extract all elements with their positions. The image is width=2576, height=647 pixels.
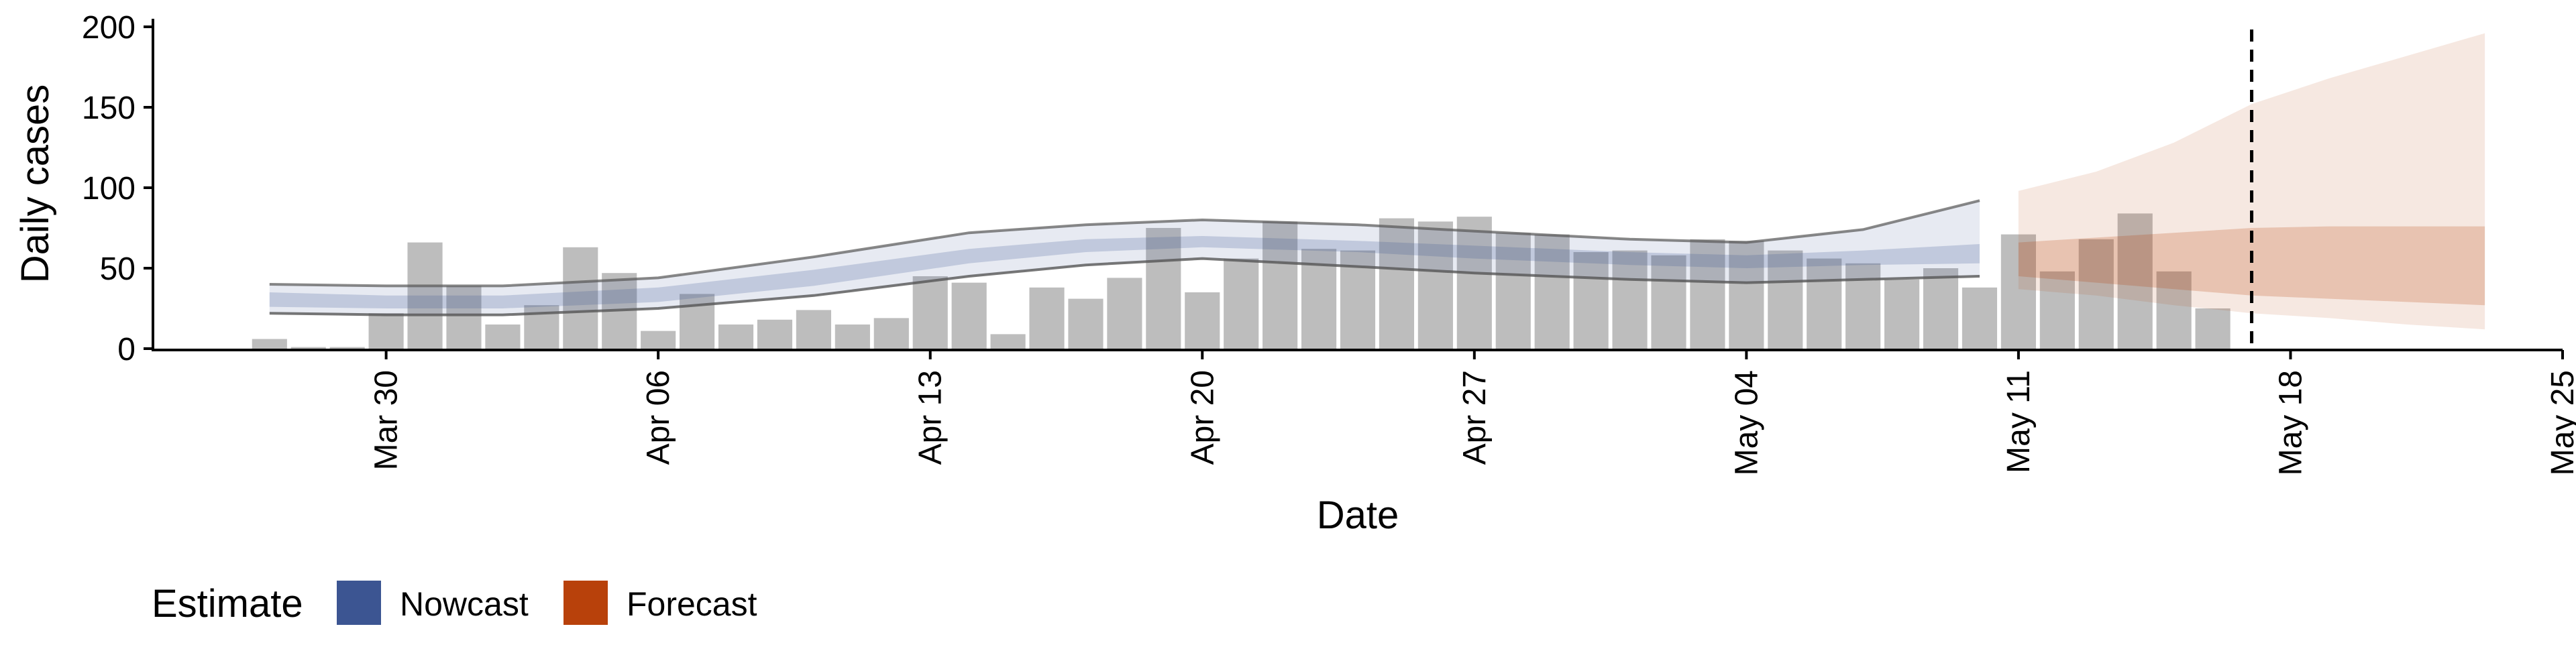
observed-bar	[485, 325, 521, 349]
observed-bar	[1729, 241, 1764, 349]
nowcast-outer-band	[269, 200, 1980, 315]
observed-bar	[757, 319, 793, 349]
observed-bar	[1263, 221, 1298, 349]
observed-bar	[1573, 252, 1609, 349]
observed-bar	[1768, 250, 1803, 349]
observed-bar	[252, 339, 287, 349]
estimate-ribbons	[269, 33, 2485, 330]
nowcast-legend-swatch	[337, 581, 381, 625]
x-tick-label: May 11	[2001, 370, 2037, 473]
observed-bar	[2195, 308, 2231, 349]
observed-bar	[641, 331, 676, 349]
observed-bar	[1224, 258, 1259, 349]
x-tick-label: Mar 30	[369, 370, 405, 470]
observed-bar	[718, 325, 754, 349]
x-tick-label: Apr 13	[913, 370, 949, 465]
observed-bar	[1651, 255, 1686, 349]
observed-bar	[1495, 233, 1531, 349]
observed-bar	[2078, 239, 2114, 349]
legend: Estimate Nowcast Forecast	[152, 581, 757, 626]
observed-bar	[1417, 221, 1453, 349]
nowcast-inner-band	[269, 236, 1980, 308]
forecast-legend-label: Forecast	[627, 585, 757, 623]
observed-bar	[912, 276, 948, 349]
x-axis-title: Date	[1317, 493, 1399, 537]
observed-bar	[1923, 268, 1959, 349]
observed-bar	[1146, 228, 1181, 349]
observed-bar	[1107, 278, 1142, 349]
observed-bar	[796, 310, 831, 349]
observed-bar	[951, 282, 987, 349]
observed-bar	[2000, 234, 2036, 349]
x-tick-label: May 04	[1729, 370, 1764, 475]
observed-bar	[1845, 263, 1881, 349]
observed-bar	[329, 347, 365, 349]
y-tick-label: 200	[82, 10, 136, 46]
observed-bar	[1185, 292, 1220, 349]
observed-bar	[446, 286, 482, 349]
observed-bar	[1962, 287, 1998, 349]
observed-bar	[407, 242, 443, 349]
forecast-inner-band	[2018, 226, 2485, 306]
x-tick-label: Apr 20	[1185, 370, 1220, 465]
observed-bar	[1612, 250, 1648, 349]
x-tick-label: May 18	[2273, 370, 2308, 475]
observed-bar	[1807, 258, 1842, 349]
observed-bar	[1690, 239, 1725, 349]
nowcast-upper-line	[269, 199, 1980, 288]
y-tick-label: 0	[117, 332, 136, 367]
forecast-legend-swatch	[564, 581, 608, 625]
nowcast-legend-label: Nowcast	[400, 585, 529, 623]
y-axis-title: Daily cases	[13, 84, 57, 284]
x-tick-label: May 25	[2545, 370, 2576, 475]
x-tick-label: Apr 27	[1457, 370, 1493, 465]
observed-bar	[2156, 271, 2192, 349]
observed-bar	[1379, 218, 1415, 349]
observed-bar	[290, 347, 326, 349]
nowcast-lower-line	[269, 257, 1980, 316]
observed-bar	[2039, 271, 2075, 349]
observed-bar	[1029, 287, 1065, 349]
observed-bar	[1068, 298, 1104, 349]
axes: 0 50 100 150 200 Mar 30 Apr 06 Apr 13 Apr 20 Apr …	[82, 10, 2576, 475]
x-tick-label: Apr 06	[641, 370, 676, 465]
observed-bar	[1534, 234, 1570, 349]
y-tick-label: 50	[100, 251, 136, 287]
observed-bar	[835, 325, 870, 349]
observed-bar	[2117, 213, 2153, 349]
observed-bar	[1456, 217, 1492, 349]
y-tick-label: 150	[82, 91, 136, 126]
observed-bar	[990, 334, 1026, 349]
legend-title: Estimate	[152, 582, 303, 626]
observed-bar	[563, 247, 598, 349]
y-tick-label: 100	[82, 171, 136, 207]
observed-bar	[1884, 279, 1920, 349]
observed-bar	[368, 313, 404, 349]
observed-bar	[873, 318, 909, 349]
